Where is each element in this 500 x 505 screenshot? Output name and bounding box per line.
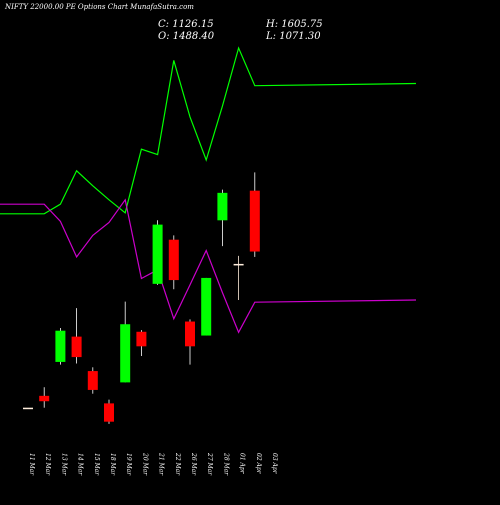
indicator-line-2: [0, 198, 417, 334]
candle-22-mar: [168, 235, 179, 290]
candle-body: [23, 407, 33, 410]
candle-body: [120, 324, 131, 383]
x-tick-label: 20 Mar: [141, 452, 148, 476]
candles: [23, 172, 260, 424]
open-readout: O: 1488.40: [158, 31, 215, 42]
x-tick-label: 12 Mar: [44, 453, 51, 476]
candle-body: [71, 336, 82, 358]
x-tick-label: 14 Mar: [77, 453, 84, 476]
candle-19-mar: [120, 301, 131, 383]
candle-27-mar: [201, 277, 212, 336]
candle-12-mar: [39, 387, 50, 408]
candle-26-mar: [185, 319, 195, 365]
low-readout: L: 1071.30: [265, 31, 321, 42]
candle-02-apr: [249, 172, 260, 257]
x-tick-label: 02 Apr: [255, 453, 262, 475]
candle-body: [168, 239, 179, 281]
candle-body: [152, 224, 163, 284]
candle-11-mar: [23, 407, 33, 410]
indicator-line-1: [0, 46, 417, 215]
high-readout: H: 1605.75: [265, 19, 323, 30]
x-tick-label: 27 Mar: [206, 452, 213, 476]
candle-body: [39, 395, 50, 402]
candle-body: [233, 263, 244, 266]
candle-20-mar: [136, 330, 147, 356]
candle-body: [87, 371, 98, 390]
x-tick-label: 03 Apr: [271, 453, 278, 475]
x-tick-label: 01 Apr: [239, 453, 246, 475]
candle-18-mar: [104, 399, 114, 424]
x-tick-label: 19 Mar: [125, 453, 132, 476]
close-readout: C: 1126.15: [158, 19, 214, 30]
x-tick-label: 21 Mar: [158, 452, 165, 476]
x-tick-label: 28 Mar: [222, 452, 229, 476]
x-tick-label: 11 Mar: [28, 453, 35, 476]
candle-14-mar: [71, 308, 82, 364]
x-tick-label: 13 Mar: [60, 453, 67, 476]
indicator-lines: [0, 46, 417, 334]
candle-15-mar: [87, 367, 98, 394]
ohlc-readout: C: 1126.15 O: 1488.40 H: 1605.75 L: 1071…: [158, 19, 323, 42]
chart-title: NIFTY 22000.00 PE Options Chart MunafaSu…: [4, 3, 194, 11]
candle-body: [249, 190, 260, 252]
candle-13-mar: [55, 328, 66, 365]
x-tick-label: 18 Mar: [109, 453, 116, 476]
candle-body: [201, 277, 212, 336]
x-tick-label: 22 Mar: [174, 452, 181, 476]
candle-body: [104, 403, 114, 422]
x-tick-label: 15 Mar: [93, 453, 100, 476]
candle-body: [217, 192, 228, 221]
candle-01-apr: [233, 255, 244, 300]
x-tick-label: 26 Mar: [190, 452, 197, 476]
x-axis: 11 Mar 12 Mar 13 Mar 14 Mar 15 Mar 18 Mar 19 M…: [28, 452, 278, 476]
candle-body: [185, 321, 195, 347]
candle-body: [55, 330, 66, 362]
candle-28-mar: [217, 189, 228, 247]
candle-body: [136, 331, 147, 347]
candle-21-mar: [152, 220, 163, 285]
